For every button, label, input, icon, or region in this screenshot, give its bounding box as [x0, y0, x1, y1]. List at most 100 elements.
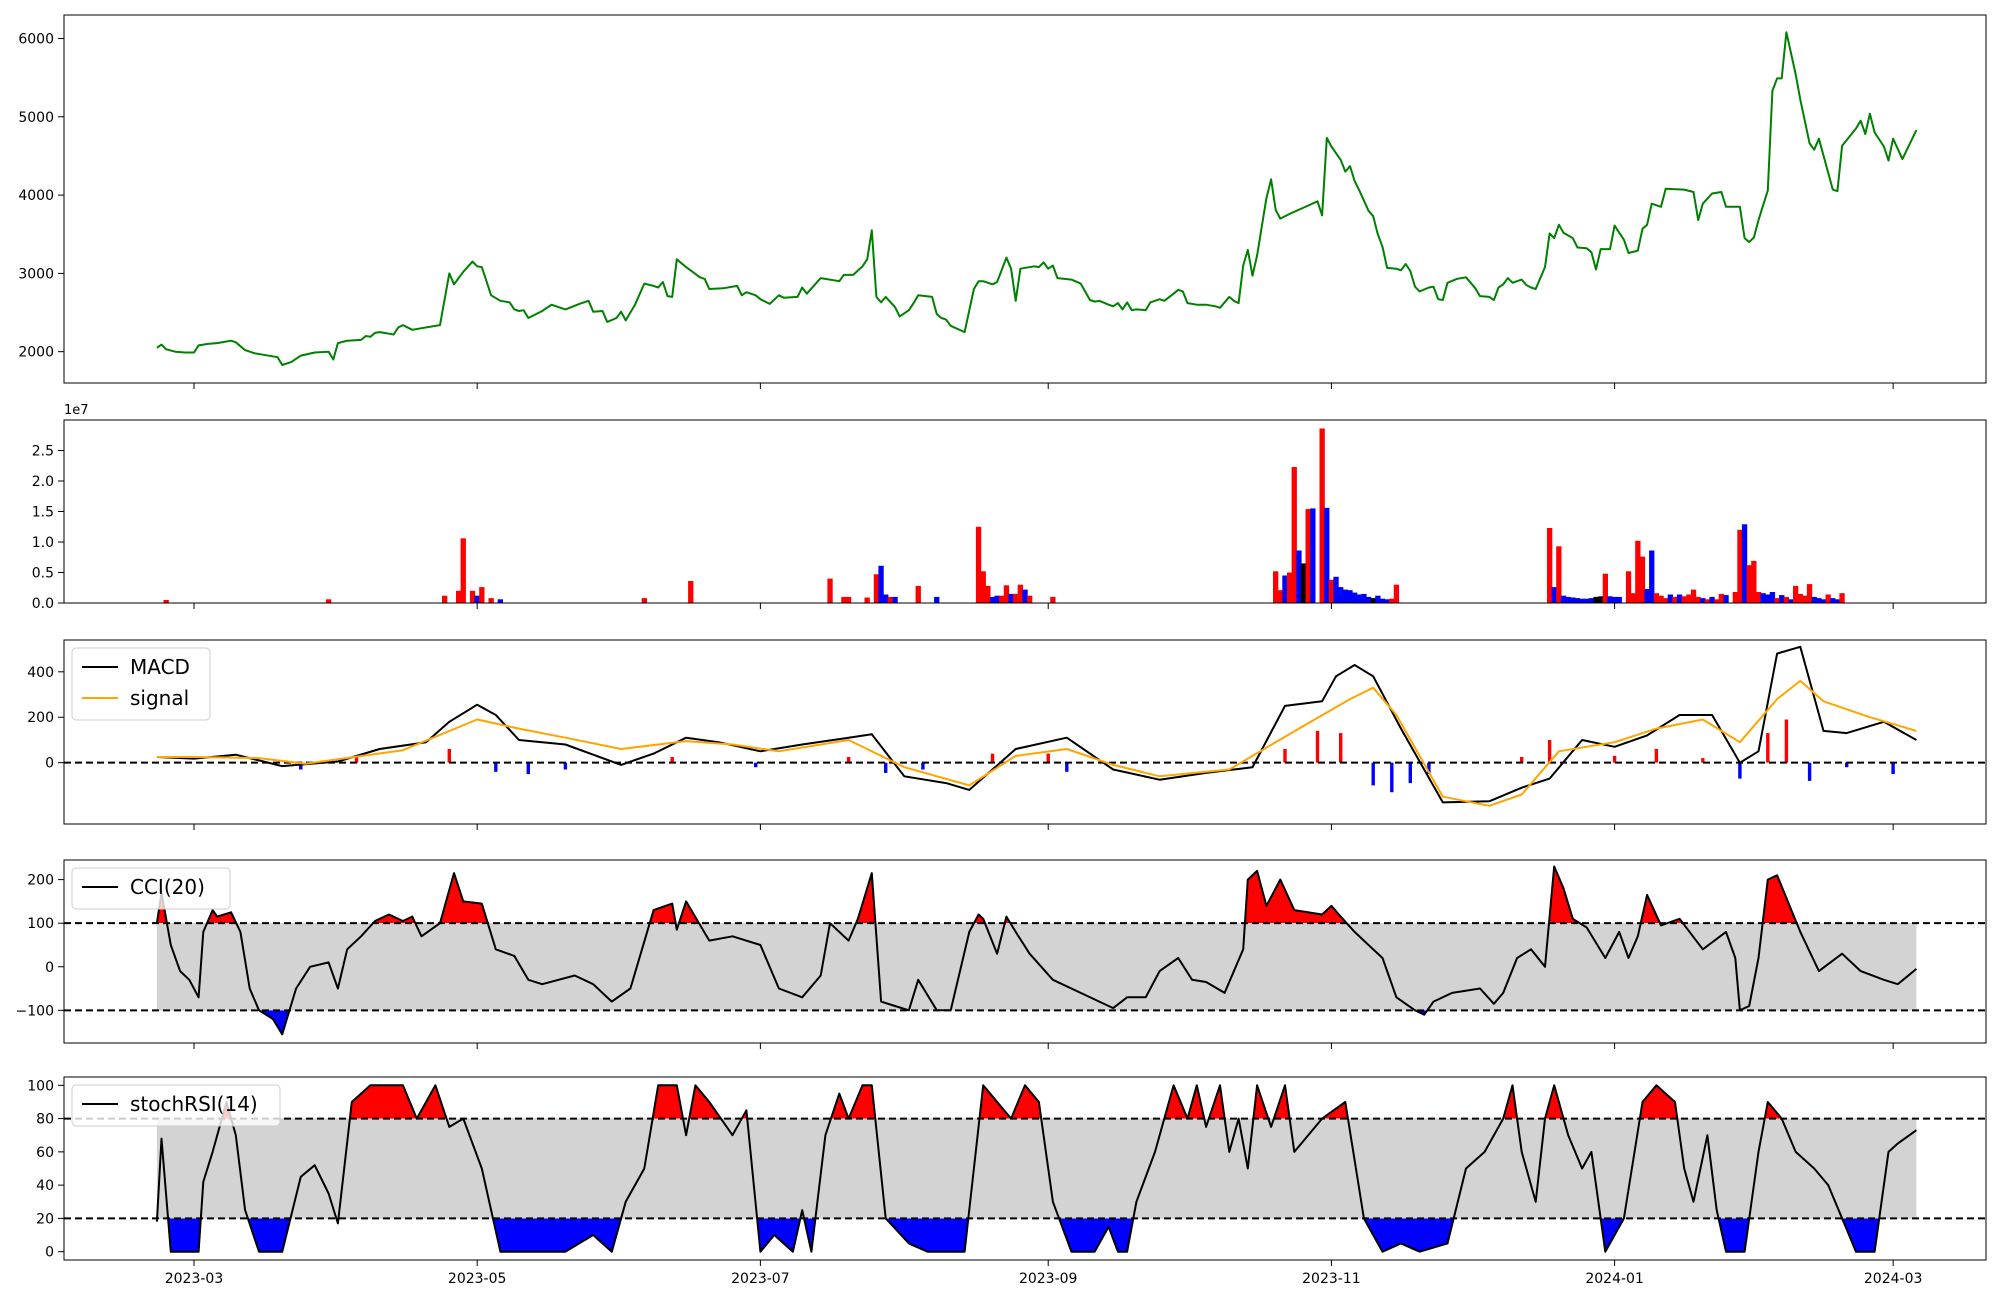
volume-bar: [1013, 593, 1019, 603]
volume-bar: [1695, 596, 1701, 603]
price-ytick-label: 4000: [18, 188, 54, 204]
price-ytick-label: 6000: [18, 31, 54, 47]
volume-bar: [1709, 596, 1715, 603]
volume-bar: [1649, 550, 1655, 603]
volume-bar: [1273, 571, 1279, 603]
volume-bar: [980, 571, 986, 603]
volume-bar: [1751, 560, 1757, 603]
x-tick-label: 2024-03: [1864, 1271, 1923, 1287]
volume-bar: [1551, 587, 1557, 603]
volume-bar: [1811, 596, 1817, 603]
volume-bar: [474, 595, 480, 603]
legend-label: CCI(20): [130, 875, 205, 899]
volume-bar: [1769, 592, 1776, 603]
x-tick-label: 2023-03: [165, 1271, 224, 1287]
stochrsi-ytick-label: 100: [27, 1078, 54, 1094]
volume-bar: [1737, 529, 1743, 603]
legend-box: [71, 1084, 281, 1127]
volume-bar: [989, 596, 996, 603]
price-line: [156, 31, 1918, 366]
price-ytick-label: 5000: [18, 110, 54, 126]
volume-bar: [1050, 596, 1056, 603]
volume-bar: [1593, 596, 1599, 603]
volume-bar: [163, 600, 169, 603]
volume-bar: [1630, 593, 1636, 603]
macd-histogram-bar: [1315, 730, 1320, 763]
price-ytick-label: 2000: [18, 345, 54, 361]
x-tick-label: 2023-05: [448, 1271, 507, 1287]
macd-histogram-bar: [1408, 762, 1412, 784]
volume-bar: [326, 599, 332, 603]
volume-bar: [1277, 590, 1283, 603]
cci-ytick-label: 100: [27, 916, 54, 932]
stochrsi-ytick-label: 40: [36, 1178, 54, 1194]
macd-histogram-bar: [563, 762, 568, 770]
legend-box: [71, 867, 231, 910]
volume-bar: [1324, 507, 1330, 603]
volume-bar: [1291, 467, 1297, 603]
volume-bar: [1017, 584, 1023, 603]
volume-bar: [469, 590, 476, 603]
volume-bar: [1384, 599, 1390, 603]
x-tick-label: 2024-01: [1585, 1271, 1644, 1287]
oversold-fill: [156, 1218, 1880, 1252]
volume-bar: [892, 596, 898, 603]
macd-histogram-bar: [1065, 762, 1069, 772]
volume-bar: [827, 578, 833, 603]
volume-bar: [1830, 598, 1836, 603]
volume-bar: [1365, 596, 1372, 603]
volume-bar: [456, 590, 462, 603]
volume-bar: [1690, 589, 1697, 603]
volume-bar: [1310, 508, 1316, 603]
volume-bar: [1547, 528, 1553, 603]
volume-bar: [873, 574, 880, 603]
macd-histogram-bar: [670, 757, 674, 763]
macd-histogram-bar: [447, 749, 451, 763]
macd-histogram-bar: [494, 762, 498, 772]
volume-bar: [1672, 596, 1678, 603]
volume-bar: [915, 585, 921, 603]
volume-bar: [1653, 593, 1659, 603]
macd-histogram-bar: [1766, 733, 1770, 763]
volume-bar: [479, 587, 485, 603]
stochrsi-line: [155, 1084, 1917, 1253]
volume-bar: [1663, 598, 1669, 603]
volume-bar: [1639, 556, 1646, 603]
volume-offset-label: 1e7: [64, 403, 89, 418]
volume-bar: [1755, 592, 1762, 603]
volume-bar: [1616, 596, 1622, 603]
macd-histogram-bar: [299, 762, 303, 770]
volume-bar: [1342, 589, 1348, 603]
stochrsi-ytick-label: 20: [36, 1211, 54, 1227]
volume-bar: [878, 565, 884, 603]
volume-bar: [1820, 599, 1827, 603]
volume-bar: [1714, 599, 1720, 603]
volume-bar: [442, 595, 448, 603]
macd-histogram-bar: [1371, 762, 1375, 786]
macd-histogram-bar: [1427, 762, 1431, 775]
macd-histogram-bar: [1612, 755, 1617, 763]
volume-bar: [1352, 592, 1358, 603]
volume-bar: [1834, 599, 1841, 603]
macd-histogram-bar: [990, 753, 995, 763]
volume-bar: [1560, 595, 1567, 603]
volume-ytick-label: 1.0: [32, 535, 54, 551]
x-tick-label: 2023-07: [731, 1271, 790, 1287]
price-frame: [63, 14, 1987, 384]
volume-bar: [1625, 571, 1632, 603]
volume-bar: [1723, 595, 1729, 603]
x-tick-label: 2023-11: [1302, 1271, 1361, 1287]
cci-ytick-label: 200: [27, 873, 54, 889]
macd-frame: [63, 639, 1987, 825]
volume-bar: [1300, 563, 1307, 603]
macd-histogram-bar: [754, 762, 758, 768]
macd-ytick-label: 400: [27, 665, 54, 681]
volume-bar: [1700, 598, 1706, 603]
macd-histogram-bar: [1390, 762, 1394, 793]
volume-bar: [1338, 587, 1344, 603]
volume-bar: [1788, 599, 1794, 603]
volume-bar: [934, 596, 940, 603]
volume-bar: [999, 595, 1005, 603]
stochrsi-ytick-label: 0: [45, 1245, 54, 1261]
